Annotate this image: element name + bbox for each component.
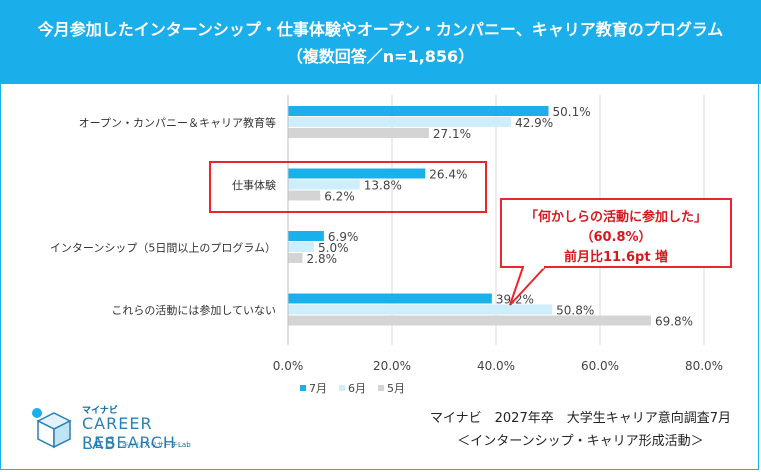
- logo-sub-text: キャリアリサーチLab: [122, 441, 191, 449]
- data-label: 26.4%: [429, 168, 467, 182]
- bar: [288, 293, 492, 304]
- bar: [288, 315, 651, 326]
- category-label: インターンシップ（5日間以上のプログラム）: [50, 241, 276, 255]
- legend-label: 6月: [348, 382, 366, 395]
- legend-item: 5月: [378, 380, 405, 396]
- logo-main-text: CAREER RESEARCH: [82, 414, 176, 452]
- legend-item: 7月: [300, 380, 327, 396]
- bar: [288, 253, 303, 263]
- data-label: 39.2%: [496, 293, 534, 307]
- x-tick-label: 40.0%: [477, 359, 515, 373]
- bar: [288, 106, 549, 116]
- x-tick-label: 80.0%: [685, 359, 723, 373]
- source-note: マイナビ 2027年卒 大学生キャリア意向調査7月 ＜インターンシップ・キャリア…: [430, 407, 731, 449]
- legend-label: 7月: [309, 382, 327, 395]
- x-tick-label: 60.0%: [581, 359, 619, 373]
- category-label: オープン・カンパニー＆キャリア教育等: [79, 116, 276, 130]
- chart-legend: 7月 6月 5月: [300, 380, 405, 396]
- callout-box: 「何かしらの活動に参加した」 （60.8%） 前月比11.6pt 増: [500, 198, 732, 268]
- source-line1: マイナビ 2027年卒 大学生キャリア意向調査7月: [429, 411, 731, 426]
- data-label: 6.9%: [328, 230, 359, 244]
- bar: [288, 168, 426, 179]
- legend-label: 5月: [387, 382, 405, 395]
- callout-line3: 前月比11.6pt 増: [563, 250, 669, 265]
- bar: [288, 190, 321, 201]
- bar: [288, 128, 429, 138]
- legend-swatch: [300, 385, 306, 391]
- legend-swatch: [339, 385, 345, 391]
- title-banner: 今月参加したインターンシップ・仕事体験やオープン・カンパニー、キャリア教育のプロ…: [0, 0, 761, 84]
- source-line2: ＜インターンシップ・キャリア形成活動＞: [457, 434, 704, 449]
- data-label: 5.0%: [318, 241, 349, 255]
- category-label: これらの活動には参加していない: [111, 303, 276, 317]
- chart-subtitle: （複数回答／n=1,856）: [286, 47, 475, 66]
- bar-chart: 0.0% 20.0% 40.0% 60.0% 80.0% オープン・カンパニー＆キャリア教…: [50, 95, 723, 373]
- data-label: 50.1%: [553, 105, 591, 119]
- data-label: 2.8%: [307, 252, 338, 266]
- highlight-box-work-experience: [209, 161, 487, 213]
- bar: [288, 179, 360, 190]
- data-label: 6.2%: [324, 190, 355, 204]
- bar: [288, 242, 314, 252]
- legend-item: 6月: [339, 380, 366, 396]
- callout-line1: 「何かしらの活動に参加した」: [524, 210, 707, 225]
- legend-swatch: [378, 385, 384, 391]
- x-tick-label: 0.0%: [273, 359, 304, 373]
- cube-logo-icon: [32, 408, 72, 449]
- bar: [288, 231, 324, 241]
- data-label: 13.8%: [364, 179, 402, 193]
- data-label: 69.8%: [655, 315, 693, 329]
- career-research-lab-logo: マイナビ CAREER RESEARCH LAB キャリアリサーチLab: [30, 403, 240, 453]
- logo-small-text: マイナビ: [82, 406, 118, 416]
- bar: [288, 117, 512, 127]
- logo-lab-text: LAB: [82, 434, 117, 453]
- category-label: 仕事体験: [232, 178, 276, 192]
- callout-line2: （60.8%）: [580, 230, 652, 245]
- data-label: 27.1%: [433, 127, 471, 141]
- data-label: 42.9%: [515, 116, 553, 130]
- chart-title: 今月参加したインターンシップ・仕事体験やオープン・カンパニー、キャリア教育のプロ…: [37, 20, 724, 39]
- bar: [288, 304, 553, 315]
- x-tick-label: 20.0%: [373, 359, 411, 373]
- data-label: 50.8%: [556, 304, 594, 318]
